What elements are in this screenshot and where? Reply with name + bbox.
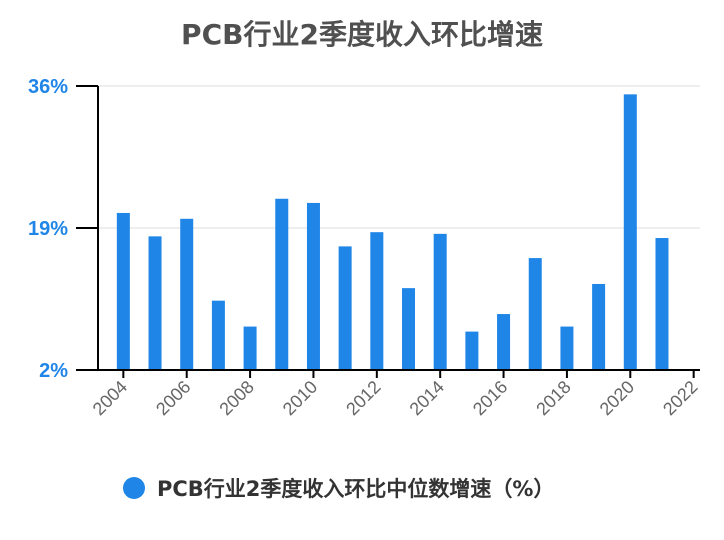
- x-tick-label-2: 2008: [215, 377, 257, 419]
- bar-2009: [275, 198, 289, 370]
- x-tick-label-7: 2018: [532, 377, 574, 419]
- bar-2021: [655, 238, 669, 370]
- x-tick-label-6: 2016: [469, 377, 511, 419]
- gridlines: [98, 85, 700, 229]
- bar-2016: [497, 314, 511, 370]
- bar-2018: [560, 326, 574, 370]
- bars: [116, 94, 669, 371]
- bar-2013: [402, 288, 416, 370]
- bar-2007: [211, 300, 225, 370]
- y-tick-label-2: 2%: [39, 360, 68, 382]
- legend[interactable]: PCB行业2季度收入环比中位数增速（%）: [123, 477, 554, 501]
- bar-2012: [370, 232, 384, 370]
- legend-swatch: [123, 477, 145, 499]
- bar-2004: [116, 212, 130, 370]
- bar-2020: [623, 94, 637, 371]
- bar-2005: [148, 236, 162, 370]
- x-tick-label-4: 2012: [342, 377, 384, 419]
- y-tick-labels: 36% 19% 2%: [28, 76, 68, 382]
- x-tick-label-5: 2014: [406, 377, 448, 419]
- bar-2014: [433, 233, 447, 370]
- bar-2011: [338, 246, 352, 370]
- x-tick-label-1: 2006: [152, 377, 194, 419]
- y-tick-label-1: 19%: [28, 218, 68, 240]
- bar-2019: [592, 283, 606, 370]
- x-tick-label-3: 2010: [279, 377, 321, 419]
- legend-label: PCB行业2季度收入环比中位数增速（%）: [157, 477, 554, 501]
- chart-title: PCB行业2季度收入环比增速: [181, 18, 543, 51]
- x-tick-label-0: 2004: [89, 377, 131, 419]
- axes: [76, 85, 700, 378]
- bar-2010: [306, 202, 320, 370]
- bar-2015: [465, 331, 479, 370]
- x-tick-label-9: 2022: [659, 377, 701, 419]
- x-tick-label-8: 2020: [596, 377, 638, 419]
- bar-2006: [180, 218, 194, 370]
- bar-2008: [243, 326, 257, 370]
- bar-2017: [528, 258, 542, 370]
- y-tick-label-0: 36%: [28, 76, 68, 98]
- x-tick-labels: 2004 2006 2008 2010 2012 2014 2016 2018 2020 2022: [89, 377, 702, 419]
